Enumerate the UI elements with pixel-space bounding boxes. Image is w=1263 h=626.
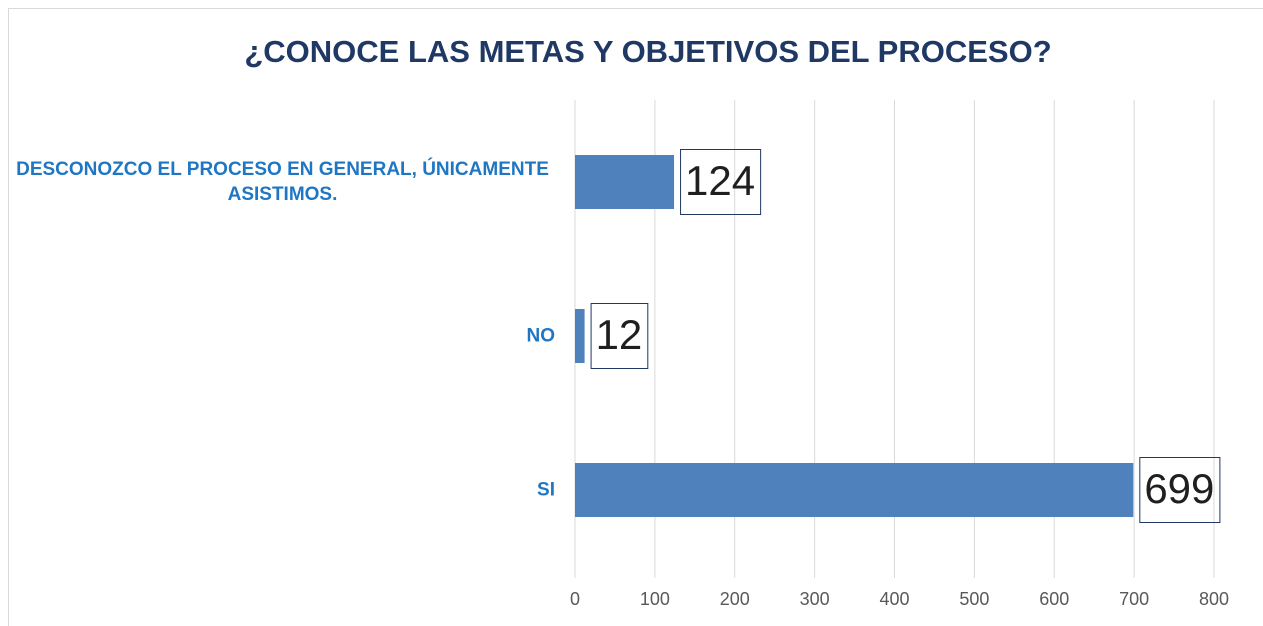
bar	[575, 309, 585, 363]
x-tick-label: 300	[800, 589, 830, 609]
bar	[575, 155, 675, 209]
chart-border	[8, 8, 1263, 626]
y-tick-label: DESCONOZCO EL PROCESO EN GENERAL, ÚNICAM…	[16, 159, 549, 205]
chart-title: ¿CONOCE LAS METAS Y OBJETIVOS DEL PROCES…	[244, 34, 1051, 69]
x-tick-label: 100	[640, 589, 670, 609]
x-tick-label: 400	[879, 589, 909, 609]
x-tick-label: 800	[1199, 589, 1229, 609]
x-tick-label: 200	[720, 589, 750, 609]
x-tick-label: 600	[1039, 589, 1069, 609]
data-label: 699	[1144, 465, 1214, 512]
y-tick-label: NO	[526, 325, 556, 347]
x-tick-label: 500	[959, 589, 989, 609]
x-tick-label: 700	[1119, 589, 1149, 609]
data-label-box	[1139, 457, 1221, 523]
x-tick-label: 0	[570, 589, 580, 609]
data-label-box	[680, 149, 762, 215]
bar	[575, 463, 1134, 517]
y-tick-label: SI	[537, 479, 555, 501]
data-label: 124	[685, 157, 755, 204]
data-label: 12	[596, 311, 643, 358]
data-label-box	[590, 303, 649, 369]
